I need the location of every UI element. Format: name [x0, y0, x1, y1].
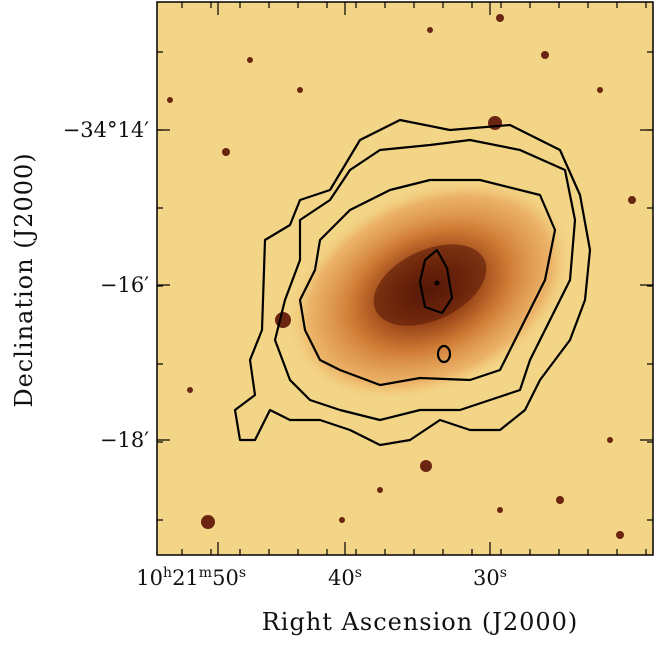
x-tick-label: 10h21m50s	[136, 565, 246, 590]
y-tick-label: −18′	[100, 428, 149, 452]
y-axis-label: Declination (J2000)	[10, 152, 38, 407]
tick-label-part: 30	[473, 566, 500, 590]
tick-label-part: s	[500, 565, 507, 581]
contour	[436, 344, 452, 364]
x-tick-label: 40s	[328, 565, 362, 590]
y-tick-label: −16′	[100, 273, 149, 297]
x-axis-label: Right Ascension (J2000)	[262, 608, 579, 636]
tick-label-part: m	[199, 565, 212, 581]
y-tick-label: −34°14′	[63, 118, 150, 142]
contour	[298, 178, 557, 387]
tick-label-part: s	[239, 565, 246, 581]
tick-label-part: 21	[172, 566, 199, 590]
tick-label-part: 10	[136, 566, 163, 590]
x-tick-label: 30s	[473, 565, 507, 590]
tick-label-part: 50	[212, 566, 239, 590]
frame	[156, 1, 654, 556]
contour	[273, 138, 577, 422]
sky-image	[157, 2, 653, 555]
tick-label-part: 40	[328, 566, 355, 590]
contour	[418, 248, 454, 315]
ticks: 10h21m50s 40s 30s−34°14′−16′−18′	[63, 2, 653, 590]
tick-label-part: s	[355, 565, 362, 581]
contour	[233, 118, 592, 447]
tick-label-part: h	[163, 565, 172, 581]
